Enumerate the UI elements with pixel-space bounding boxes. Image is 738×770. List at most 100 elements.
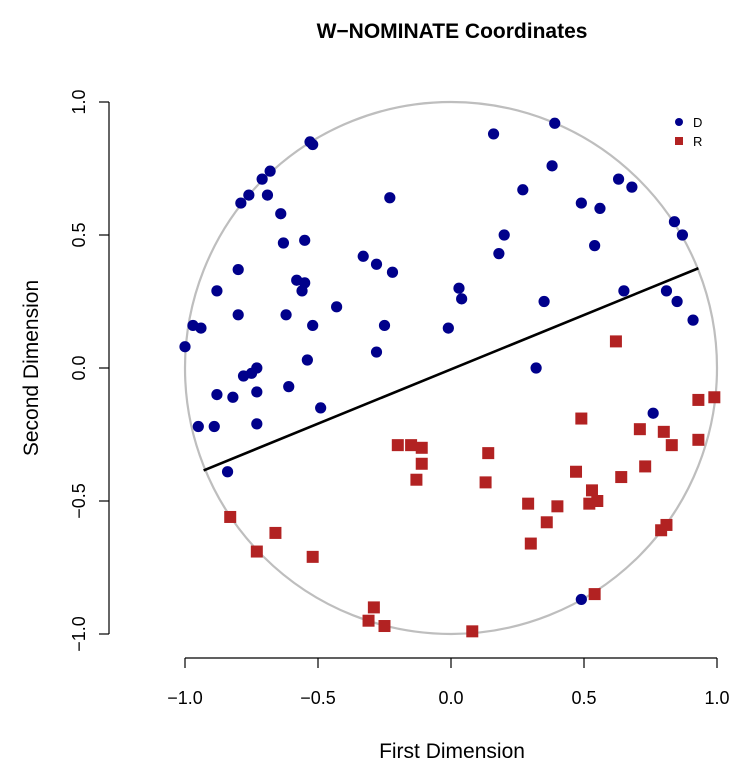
point-r-24 (591, 495, 604, 507)
point-d-8 (227, 391, 239, 403)
point-d-22 (277, 237, 290, 249)
point-d-40 (386, 266, 399, 278)
point-d-36 (370, 258, 383, 270)
cutting-line (203, 267, 699, 472)
point-d-62 (671, 295, 683, 308)
point-r-14 (482, 447, 495, 460)
point-d-17 (251, 418, 263, 430)
x-tick-label-0: −1.0 (167, 688, 203, 708)
point-r-6 (378, 620, 391, 633)
point-r-35 (708, 391, 721, 404)
point-r-19 (570, 465, 583, 478)
point-d-61 (668, 216, 681, 228)
point-d-45 (493, 248, 505, 260)
point-d-59 (647, 407, 659, 419)
legend-label-r: R (693, 134, 702, 149)
point-r-7 (391, 439, 404, 452)
point-d-38 (378, 319, 391, 332)
point-r-8 (405, 439, 418, 452)
point-d-55 (594, 202, 606, 214)
point-d-2 (195, 322, 207, 334)
point-r-11 (415, 457, 428, 470)
point-r-12 (466, 625, 479, 638)
point-d-10 (232, 263, 244, 276)
point-d-29 (301, 354, 313, 366)
point-r-9 (410, 473, 423, 486)
point-r-0 (224, 510, 237, 523)
x-tick-label-3: 0.5 (571, 688, 596, 708)
legend-marker-d (675, 118, 683, 126)
point-r-5 (367, 601, 380, 614)
point-d-4 (208, 420, 220, 433)
y-tick-label-1: −0.5 (69, 483, 89, 519)
unit-circle (183, 100, 719, 636)
point-r-25 (609, 335, 622, 348)
point-d-16 (251, 362, 263, 374)
point-d-11 (235, 197, 247, 209)
point-r-28 (639, 460, 652, 473)
y-tick-label-3: 0.5 (69, 222, 89, 247)
point-d-24 (283, 381, 295, 393)
legend-label-d: D (693, 115, 702, 130)
point-r-20 (575, 412, 588, 425)
point-d-58 (626, 181, 638, 193)
point-d-50 (546, 160, 558, 172)
legend: DR (675, 115, 702, 149)
y-axis-label: Second Dimension (20, 280, 43, 456)
point-d-9 (232, 309, 244, 321)
point-d-31 (307, 138, 319, 151)
point-d-35 (357, 250, 369, 262)
point-r-34 (692, 393, 705, 406)
point-d-21 (275, 208, 287, 220)
point-d-6 (211, 285, 223, 297)
point-r-1 (250, 545, 263, 558)
point-r-10 (415, 441, 428, 454)
point-d-47 (517, 184, 529, 196)
y-axis: −1.0 −0.5 0.0 0.5 1.0 (69, 89, 110, 652)
point-d-28 (299, 234, 311, 246)
point-r-13 (479, 476, 492, 489)
plot-area (179, 100, 721, 638)
point-d-48 (530, 362, 542, 374)
point-r-3 (306, 550, 319, 563)
point-d-33 (315, 402, 327, 414)
point-r-33 (692, 433, 705, 446)
point-d-49 (538, 295, 550, 308)
point-d-60 (660, 285, 673, 297)
point-d-46 (498, 229, 510, 241)
point-d-56 (612, 173, 625, 185)
point-r-32 (665, 439, 678, 452)
point-d-42 (453, 282, 465, 294)
point-d-39 (384, 192, 396, 204)
point-d-44 (487, 128, 500, 140)
point-d-15 (251, 386, 263, 398)
point-d-18 (256, 173, 268, 185)
x-axis-label: First Dimension (379, 740, 525, 763)
point-r-30 (657, 425, 670, 438)
y-tick-label-0: −1.0 (69, 616, 89, 652)
point-d-27 (299, 277, 311, 289)
point-r-16 (524, 537, 537, 550)
point-d-51 (549, 117, 561, 129)
point-r-23 (588, 588, 601, 601)
chart-title: W−NOMINATE Coordinates (317, 20, 588, 43)
x-tick-label-4: 1.0 (704, 688, 729, 708)
point-r-4 (362, 614, 375, 627)
point-d-43 (456, 293, 468, 305)
point-d-41 (442, 322, 454, 334)
point-d-54 (589, 240, 601, 252)
point-r-2 (269, 526, 282, 539)
point-d-63 (676, 229, 689, 241)
point-r-31 (660, 518, 673, 531)
point-d-0 (179, 341, 191, 353)
point-d-7 (221, 466, 234, 478)
point-d-20 (264, 165, 276, 177)
x-axis: −1.0 −0.5 0.0 0.5 1.0 (167, 657, 730, 708)
x-tick-label-2: 0.0 (438, 688, 463, 708)
point-r-27 (633, 423, 646, 436)
point-d-3 (192, 420, 204, 433)
point-d-34 (331, 301, 343, 313)
point-d-23 (280, 309, 292, 321)
point-d-57 (618, 285, 630, 297)
